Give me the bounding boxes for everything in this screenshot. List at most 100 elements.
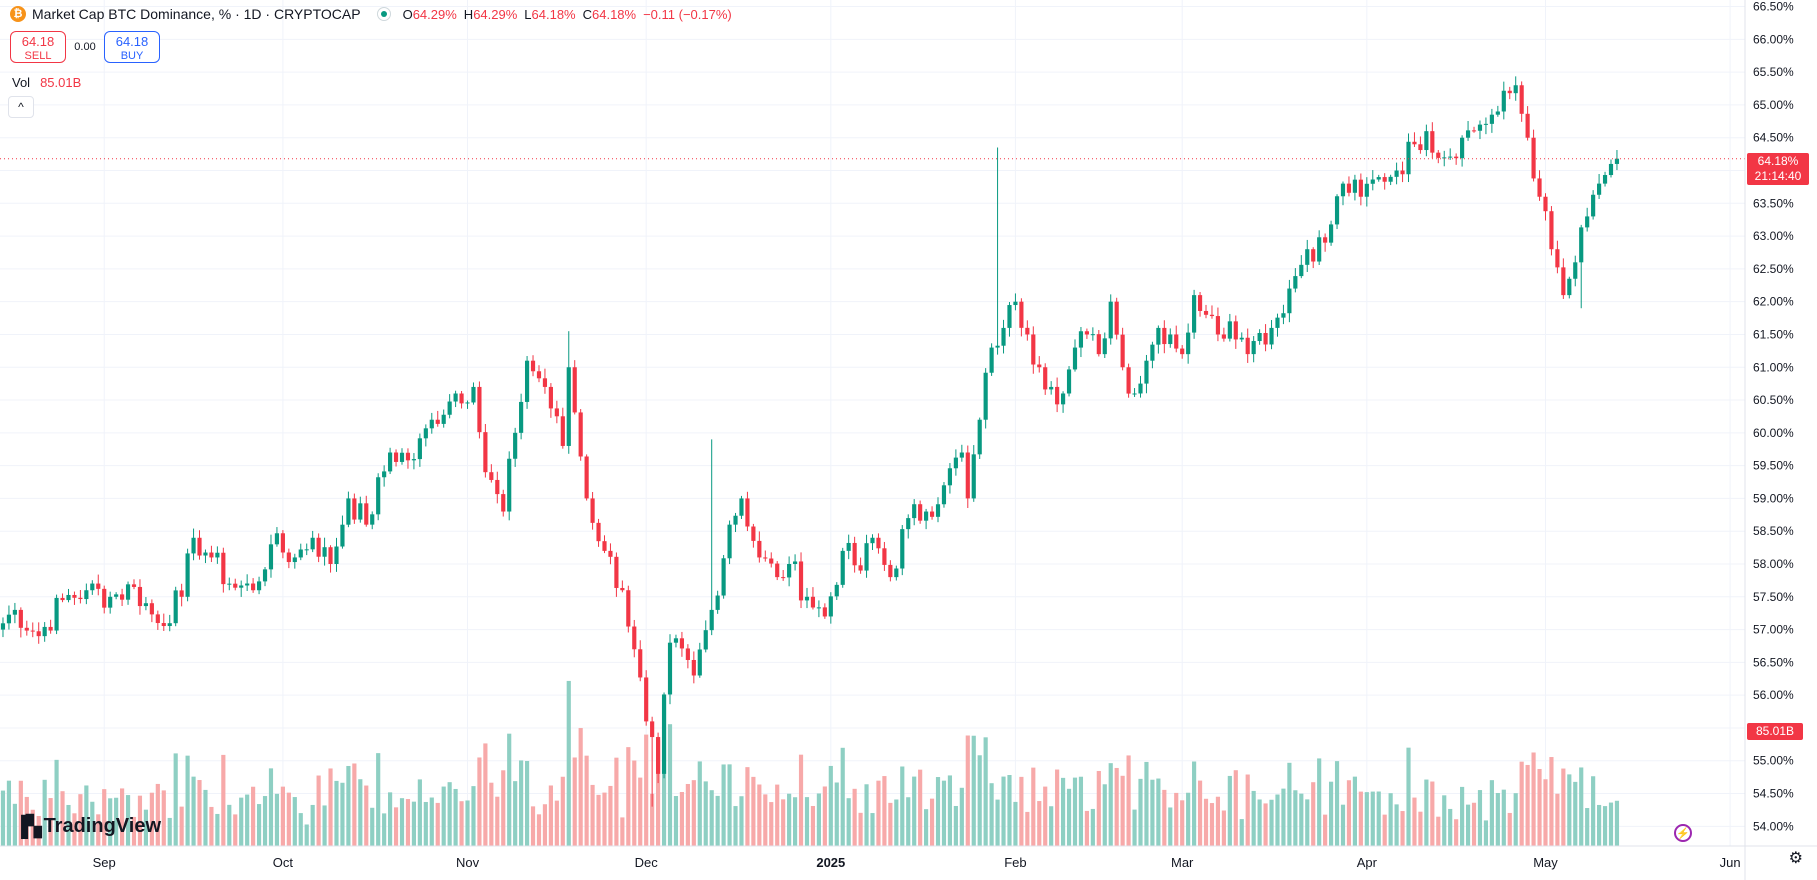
volume-bar — [1460, 786, 1465, 846]
lightning-icon[interactable]: ⚡ — [1674, 824, 1692, 842]
volume-bar — [310, 804, 315, 846]
candle-body — [947, 468, 953, 486]
buy-button[interactable]: 64.18 BUY — [104, 31, 160, 63]
volume-bar — [1299, 793, 1304, 846]
candle-body — [1084, 331, 1089, 335]
volume-bar — [1543, 779, 1548, 846]
candle-body — [1162, 327, 1167, 345]
candle-body — [417, 438, 422, 460]
bitcoin-icon: ₿ — [10, 6, 26, 22]
volume-bar — [548, 785, 553, 846]
volume-bar — [1340, 804, 1346, 846]
volume-bar — [1233, 770, 1238, 846]
candle-body — [465, 402, 470, 404]
candle-body — [495, 479, 500, 495]
volume-bar — [298, 813, 303, 846]
candle-body — [864, 543, 869, 571]
volume-legend[interactable]: Vol 85.01B — [12, 75, 81, 90]
candle-body — [483, 432, 488, 473]
volume-bar — [1114, 767, 1119, 846]
volume-bar — [36, 815, 41, 846]
volume-bar — [775, 784, 780, 846]
sell-button[interactable]: 64.18 SELL — [10, 31, 66, 63]
volume-bar — [995, 799, 1000, 846]
gear-icon[interactable]: ⚙ — [1788, 850, 1803, 867]
candle-body — [173, 590, 178, 624]
volume-bar — [572, 757, 577, 846]
candle-body — [1066, 369, 1072, 394]
x-tick-label: Sep — [93, 855, 116, 870]
candle-body — [340, 524, 345, 547]
candle-body — [846, 542, 851, 551]
last-volume-tag: 85.01B — [1747, 723, 1803, 740]
volume-bar — [1144, 761, 1149, 846]
candle-body — [161, 623, 166, 627]
volume-bar — [447, 782, 452, 846]
symbol-title[interactable]: Market Cap BTC Dominance, % · 1D · CRYPT… — [32, 6, 361, 22]
tradingview-brand: TradingView — [43, 815, 162, 837]
volume-bar — [608, 785, 613, 846]
candle-body — [941, 485, 947, 505]
candle-body — [149, 603, 154, 615]
candle-body — [596, 522, 601, 542]
y-tick-label: 59.00% — [1753, 491, 1794, 505]
candle-body — [757, 540, 762, 558]
volume-bar — [1245, 774, 1250, 846]
tradingview-logo[interactable]: ▐▚ TradingView — [14, 814, 161, 839]
volume-bar — [1215, 796, 1221, 846]
y-tick-label: 65.00% — [1753, 98, 1794, 112]
volume-bar — [1186, 792, 1191, 846]
candle-body — [1531, 137, 1536, 179]
volume-bar — [1156, 778, 1161, 846]
candle-body — [364, 503, 369, 525]
volume-bar — [977, 755, 982, 846]
candle-body — [620, 587, 625, 591]
candle-body — [1186, 332, 1191, 355]
volume-bar — [1132, 809, 1137, 846]
candle-body — [709, 609, 714, 631]
volume-bar — [941, 780, 947, 846]
candle-body — [924, 511, 929, 521]
candle-body — [376, 477, 381, 515]
candle-body — [1311, 249, 1316, 262]
candle-body — [1573, 262, 1578, 279]
volume-bar — [1579, 767, 1584, 846]
volume-bar — [524, 760, 530, 846]
candle-body — [36, 631, 41, 637]
bar-countdown: 21:14:40 — [1754, 169, 1802, 183]
volume-bar — [411, 801, 417, 846]
candle-body — [1358, 179, 1363, 197]
y-tick-label: 62.00% — [1753, 295, 1794, 309]
market-status-icon[interactable] — [376, 7, 391, 21]
volume-bar — [566, 680, 571, 846]
candle-body — [90, 583, 95, 591]
candle-body — [1424, 131, 1429, 151]
x-tick-label: Oct — [273, 855, 294, 870]
volume-bar — [1412, 797, 1417, 846]
volume-bar — [578, 728, 583, 846]
volume-bar — [1436, 816, 1441, 846]
candle-body — [1233, 321, 1238, 340]
candle-body — [781, 577, 786, 579]
volume-bar — [757, 784, 762, 846]
candle-body — [1078, 331, 1084, 348]
y-tick-label: 60.50% — [1753, 393, 1794, 407]
candle-body — [1007, 305, 1012, 328]
volume-bar — [1561, 768, 1566, 846]
candle-body — [1001, 327, 1006, 346]
volume-bar — [894, 799, 899, 846]
volume-bar — [453, 788, 458, 846]
collapse-legend-button[interactable]: ^ — [8, 96, 34, 118]
candle-body — [1585, 216, 1590, 228]
candles — [0, 76, 1620, 807]
candle-body — [626, 590, 631, 627]
candle-body — [1043, 367, 1048, 390]
volume-bar — [804, 797, 810, 846]
sell-price: 64.18 — [21, 34, 55, 49]
candle-body — [215, 552, 220, 558]
candle-body — [382, 471, 387, 478]
volume-bar — [656, 740, 661, 846]
volume-bar — [876, 780, 881, 846]
candle-body — [733, 515, 738, 525]
